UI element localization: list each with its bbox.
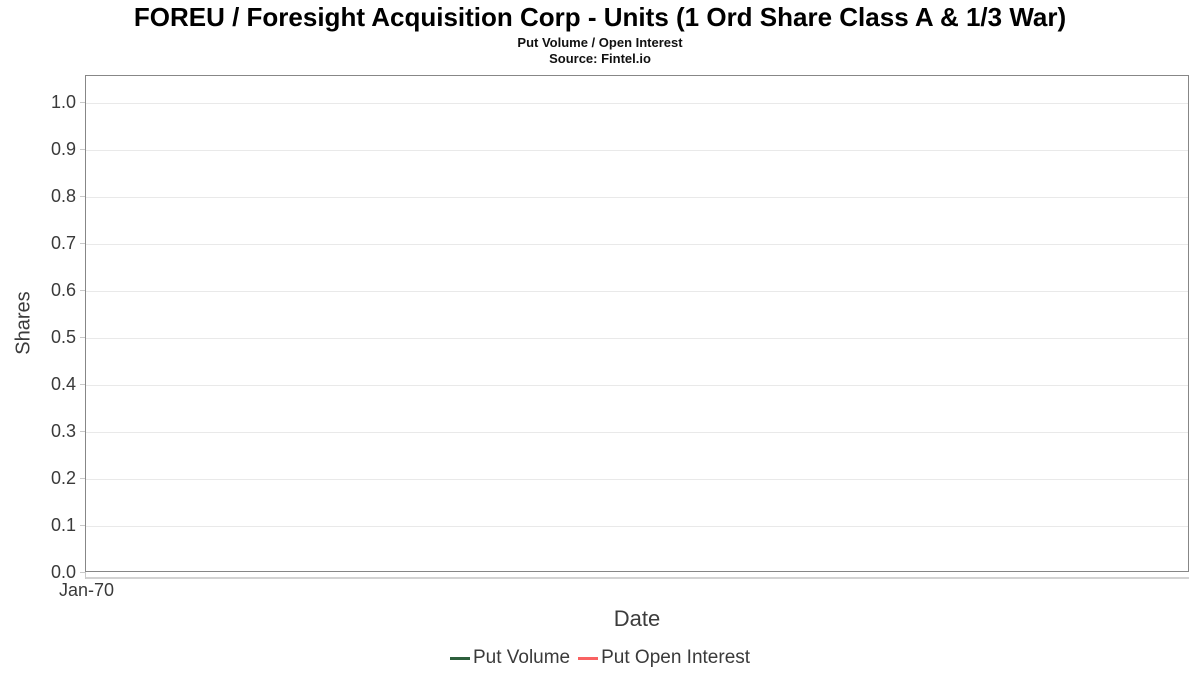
y-tick-label: 0.6 xyxy=(50,280,76,300)
y-tick-mark xyxy=(80,572,85,573)
legend-label-put-volume: Put Volume xyxy=(472,647,571,668)
gridline xyxy=(86,103,1188,104)
y-tick-mark xyxy=(80,243,85,244)
x-tick-label: Jan-70 xyxy=(58,580,115,600)
y-tick-mark xyxy=(80,431,85,432)
gridline xyxy=(86,479,1188,480)
chart-source: Source: Fintel.io xyxy=(549,51,651,66)
plot-area xyxy=(85,75,1189,572)
y-tick-label: 1.0 xyxy=(50,92,76,112)
y-tick-label: 0.7 xyxy=(50,233,76,253)
y-tick-mark xyxy=(80,196,85,197)
gridline xyxy=(86,150,1188,151)
y-tick-label: 0.9 xyxy=(50,139,76,159)
x-tick-mark xyxy=(85,572,86,579)
y-tick-label: 0.5 xyxy=(50,327,76,347)
y-tick-label: 0.1 xyxy=(50,515,76,535)
legend-swatch-put-open-interest xyxy=(578,656,599,660)
y-tick-mark xyxy=(80,337,85,338)
gridline xyxy=(86,338,1188,339)
x-axis-line xyxy=(85,577,1189,579)
gridline xyxy=(86,197,1188,198)
chart-subtitle: Put Volume / Open Interest xyxy=(517,35,683,50)
legend-swatch-put-volume xyxy=(449,656,470,660)
y-tick-mark xyxy=(80,384,85,385)
gridline xyxy=(86,244,1188,245)
y-tick-label: 0.4 xyxy=(50,374,76,394)
legend: Put Volume Put Open Interest xyxy=(0,647,1200,669)
y-tick-label: 0.2 xyxy=(50,468,76,488)
legend-item-put-volume[interactable]: Put Volume xyxy=(449,647,571,669)
gridline xyxy=(86,432,1188,433)
legend-item-put-open-interest[interactable]: Put Open Interest xyxy=(578,647,750,669)
y-tick-mark xyxy=(80,102,85,103)
x-axis-title: Date xyxy=(613,606,661,631)
y-tick-label: 0.0 xyxy=(50,562,76,582)
gridline xyxy=(86,526,1188,527)
legend-label-put-open-interest: Put Open Interest xyxy=(601,647,751,668)
y-tick-mark xyxy=(80,290,85,291)
y-tick-label: 0.3 xyxy=(50,421,76,441)
y-tick-mark xyxy=(80,478,85,479)
chart-title: FOREU / Foresight Acquisition Corp - Uni… xyxy=(133,2,1067,32)
y-tick-mark xyxy=(80,149,85,150)
gridline xyxy=(86,385,1188,386)
gridline xyxy=(86,291,1188,292)
y-tick-mark xyxy=(80,525,85,526)
y-tick-label: 0.8 xyxy=(50,186,76,206)
